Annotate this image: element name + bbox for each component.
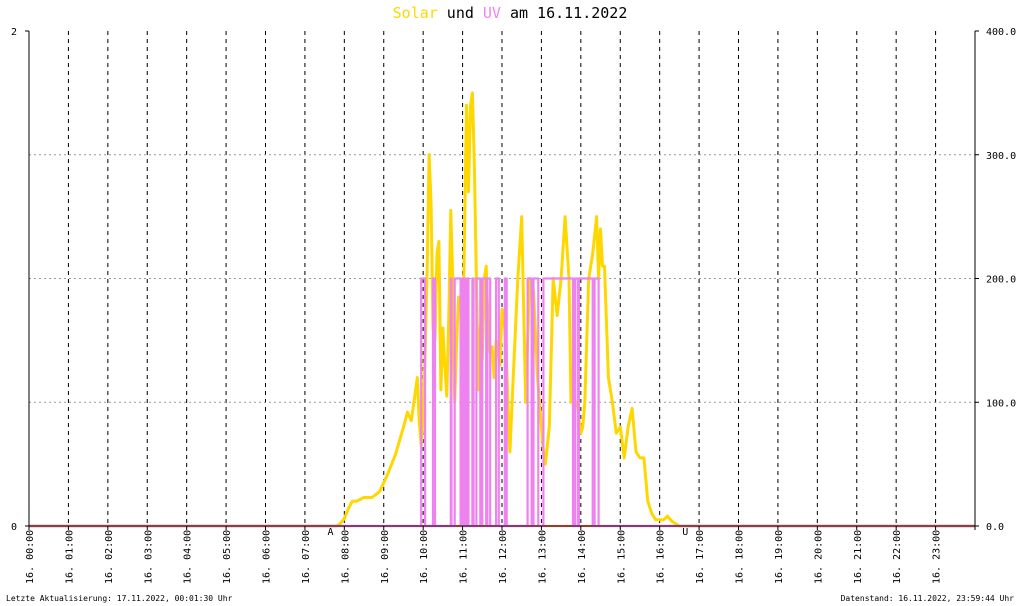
title-und: und bbox=[447, 4, 474, 22]
axes bbox=[25, 30, 979, 530]
title-uv: UV bbox=[483, 4, 501, 22]
y-right-tick-label: 300.0 bbox=[986, 151, 1016, 162]
title-date: am 16.11.2022 bbox=[510, 4, 627, 22]
sunrise-marker: A bbox=[328, 527, 334, 538]
sunset-marker: U bbox=[682, 527, 688, 538]
x-tick-label: 16. 12:00 bbox=[498, 530, 509, 584]
y-right-tick-label: 400.0 bbox=[986, 27, 1016, 38]
x-tick-label: 16. 18:00 bbox=[735, 530, 746, 584]
footer-last-update: Letzte Aktualisierung: 17.11.2022, 00:01… bbox=[6, 594, 233, 603]
y-tick-labels: 0 2 0.0 100.0 200.0 300.0 400.0 bbox=[11, 27, 1016, 533]
x-tick-label: 16. 22:00 bbox=[892, 530, 903, 584]
x-tick-label: 16. 14:00 bbox=[577, 530, 588, 584]
x-tick-label: 16. 10:00 bbox=[419, 530, 430, 584]
x-tick-label: 16. 13:00 bbox=[537, 530, 548, 584]
x-tick-label: 16. 11:00 bbox=[459, 530, 470, 584]
x-tick-label: 16. 19:00 bbox=[774, 530, 785, 584]
x-tick-label: 16. 06:00 bbox=[262, 530, 273, 584]
x-tick-label: 16. 16:00 bbox=[656, 530, 667, 584]
x-tick-label: 16. 21:00 bbox=[853, 530, 864, 584]
x-tick-label: 16. 09:00 bbox=[380, 530, 391, 584]
x-tick-labels: 16. 00:00 16. 01:00 16. 02:00 16. 03:00 16. … bbox=[25, 530, 943, 584]
y-left-tick-label: 2 bbox=[11, 27, 17, 38]
title-solar: Solar bbox=[393, 4, 438, 22]
x-tick-label: 16. 05:00 bbox=[222, 530, 233, 584]
y-right-tick-label: 200.0 bbox=[986, 275, 1016, 286]
y-right-tick-label: 0.0 bbox=[986, 522, 1004, 533]
footer-data-state: Datenstand: 16.11.2022, 23:59:44 Uhr bbox=[841, 594, 1015, 603]
x-tick-label: 16. 07:00 bbox=[301, 530, 312, 584]
x-tick-label: 16. 20:00 bbox=[813, 530, 824, 584]
grid bbox=[29, 31, 975, 526]
x-tick-label: 16. 04:00 bbox=[183, 530, 194, 584]
x-tick-label: 16. 23:00 bbox=[932, 530, 943, 584]
x-tick-label: 16. 08:00 bbox=[340, 530, 351, 584]
chart-title: Solar und UV am 16.11.2022 bbox=[393, 4, 628, 22]
series-solar-line bbox=[29, 91, 975, 528]
series-layer bbox=[29, 91, 975, 528]
y-right-tick-label: 100.0 bbox=[986, 398, 1016, 409]
x-tick-label: 16. 02:00 bbox=[104, 530, 115, 584]
x-tick-label: 16. 15:00 bbox=[616, 530, 627, 584]
y-left-tick-label: 0 bbox=[11, 522, 17, 533]
x-tick-label: 16. 01:00 bbox=[64, 530, 75, 584]
x-tick-label: 16. 03:00 bbox=[143, 530, 154, 584]
x-tick-label: 16. 00:00 bbox=[25, 530, 36, 584]
x-tick-label: 16. 17:00 bbox=[695, 530, 706, 584]
